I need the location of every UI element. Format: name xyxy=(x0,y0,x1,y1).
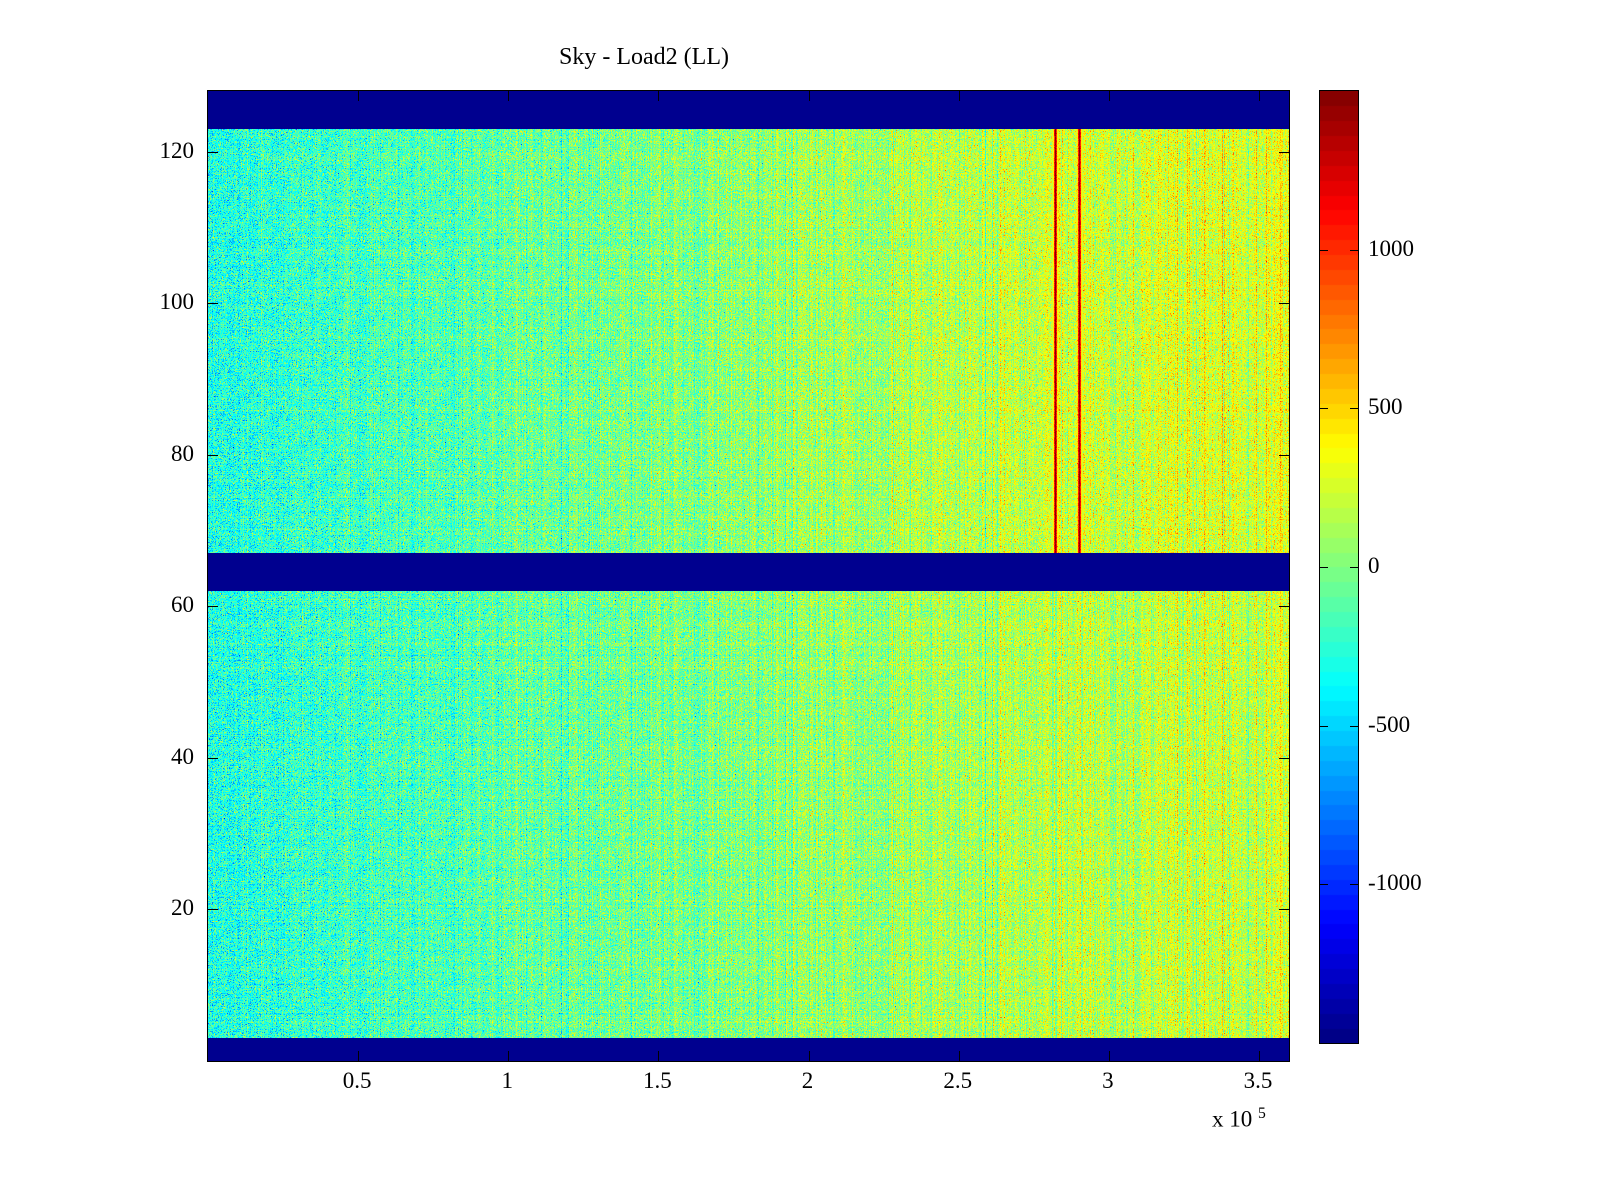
y-tick-mark xyxy=(208,151,218,153)
x-tick-mark xyxy=(508,91,510,101)
x-tick-mark xyxy=(808,1051,810,1061)
y-tick-mark xyxy=(1279,606,1289,608)
x-tick-mark xyxy=(1258,1051,1260,1061)
colorbar-tick-mark xyxy=(1350,567,1358,568)
heatmap-axes[interactable] xyxy=(207,90,1290,1062)
y-tick-mark xyxy=(1279,757,1289,759)
colorbar-tick-label: 0 xyxy=(1368,553,1380,578)
x-tick-mark xyxy=(658,1051,660,1061)
x-tick-mark xyxy=(1108,1051,1110,1061)
colorbar-tick-label: 1000 xyxy=(1368,235,1414,261)
colorbar-tick-mark xyxy=(1320,567,1328,568)
x-tick-mark xyxy=(508,1051,510,1061)
x-tick-mark xyxy=(958,1051,960,1061)
y-tick-mark xyxy=(1279,454,1289,456)
x-tick-label: 2 xyxy=(801,1068,814,1093)
colorbar-tick-mark xyxy=(1320,884,1328,886)
y-tick-label: 40 xyxy=(171,743,194,769)
y-tick-mark xyxy=(1279,303,1289,305)
colorbar-tick-label: -1000 xyxy=(1368,870,1422,896)
x-tick-label: 3.5 xyxy=(1243,1068,1273,1093)
colorbar-tick-mark xyxy=(1320,249,1328,251)
y-tick-mark xyxy=(208,606,218,608)
x-tick-mark xyxy=(1108,91,1110,101)
x-tick-label: 3 xyxy=(1102,1068,1114,1093)
y-tick-label: 60 xyxy=(171,592,194,618)
colorbar-tick-mark xyxy=(1320,408,1328,410)
x-tick-label: 1 xyxy=(501,1068,514,1093)
colorbar-tick-label: -500 xyxy=(1368,711,1411,737)
x-tick-mark xyxy=(808,91,810,101)
y-tick-mark xyxy=(208,303,218,305)
x-tick-mark xyxy=(958,91,960,101)
y-tick-label: 80 xyxy=(171,440,194,466)
x-axis-exponent-label: x 10 5 xyxy=(1212,1105,1266,1132)
y-tick-label: 120 xyxy=(159,137,195,163)
x-tick-label: 2.5 xyxy=(943,1068,973,1093)
y-tick-mark xyxy=(1279,151,1289,153)
x-tick-mark xyxy=(658,91,660,101)
colorbar-tick-mark xyxy=(1350,884,1358,886)
colorbar-tick-mark xyxy=(1350,725,1358,727)
x-tick-mark xyxy=(1258,91,1260,101)
y-tick-mark xyxy=(208,454,218,456)
colorbar[interactable] xyxy=(1319,90,1359,1044)
y-tick-mark xyxy=(208,757,218,759)
colorbar-tick-mark xyxy=(1320,725,1328,727)
colorbar-tick-mark xyxy=(1350,408,1358,410)
y-tick-mark xyxy=(1279,909,1289,911)
colorbar-tick-mark xyxy=(1350,249,1358,251)
y-tick-label: 100 xyxy=(159,289,195,315)
x-tick-label: 1.5 xyxy=(643,1068,672,1093)
y-tick-mark xyxy=(208,909,218,911)
x-tick-label: 0.5 xyxy=(342,1068,372,1093)
x-tick-mark xyxy=(358,1051,360,1061)
heatmap-image xyxy=(208,91,1289,1061)
x-tick-mark xyxy=(358,91,360,101)
page-title: Sky - Load2 (LL) xyxy=(559,44,729,70)
colorbar-tick-label: 500 xyxy=(1368,394,1403,420)
y-tick-label: 20 xyxy=(171,895,194,921)
